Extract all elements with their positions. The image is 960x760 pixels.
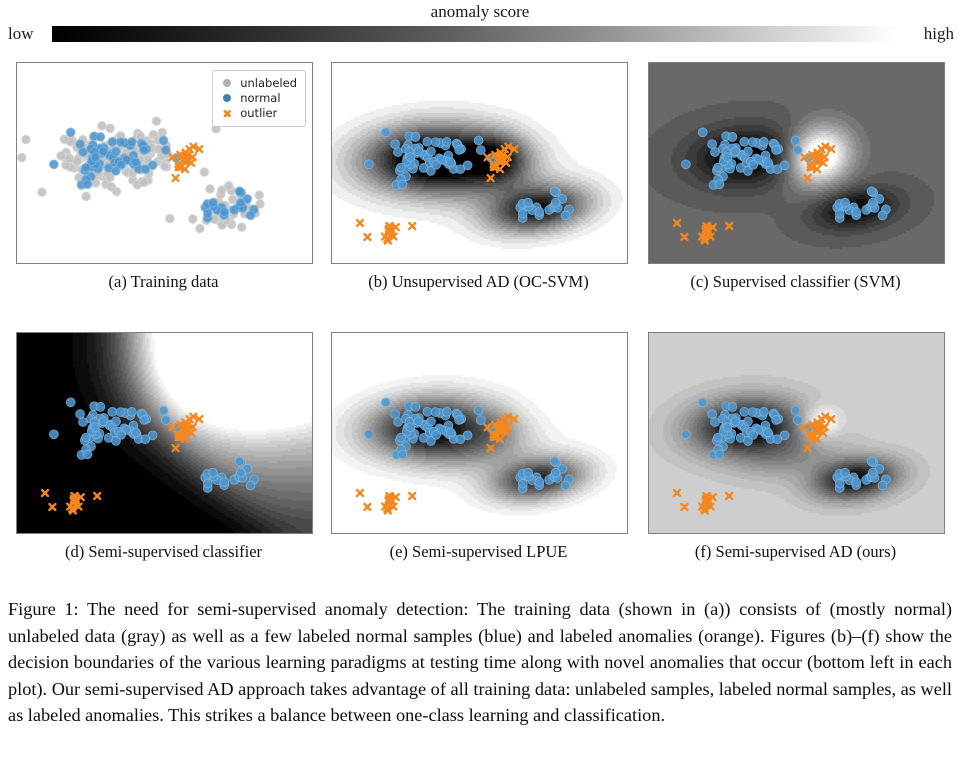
colorbar: anomaly score low high [0, 0, 960, 50]
legend: unlabeled normal ✖ outlier [212, 70, 306, 127]
panel-a-caption: (a) Training data [108, 272, 219, 291]
legend-circle-blue-icon [219, 91, 235, 106]
panel-e-scatter [355, 397, 574, 515]
legend-label-outlier: outlier [240, 106, 278, 120]
panel-f-semisupervised-ad-ours [648, 332, 945, 534]
figure-caption: Figure 1: The need for semi-supervised a… [8, 599, 952, 725]
panel-a-scatter [17, 116, 265, 234]
panel-d-scatter [40, 397, 259, 515]
legend-x-orange-icon: ✖ [222, 106, 233, 121]
colorbar-gradient [52, 26, 898, 42]
panel-c-caption: (c) Supervised classifier (SVM) [690, 272, 901, 291]
legend-circle-gray-icon [219, 76, 235, 91]
legend-item-unlabeled: unlabeled [219, 76, 297, 91]
legend-label-unlabeled: unlabeled [240, 76, 297, 90]
legend-item-normal: normal [219, 91, 297, 106]
colorbar-high-label: high [923, 24, 954, 43]
panel-d-caption: (d) Semi-supervised classifier [64, 542, 263, 561]
panel-c-supervised-classifier [648, 62, 945, 264]
panel-b-surface [332, 63, 627, 263]
panel-b-unsupervised-ad [331, 62, 628, 264]
panel-a-training-data: unlabeled normal ✖ outlier [16, 62, 313, 264]
legend-label-normal: normal [240, 91, 281, 105]
panel-f-caption: (f) Semi-supervised AD (ours) [694, 542, 897, 561]
panel-b-scatter [355, 127, 574, 245]
colorbar-low-label: low [8, 24, 34, 43]
panel-e-caption: (e) Semi-supervised LPUE [389, 542, 568, 561]
panel-d-semisupervised-classifier [16, 332, 313, 534]
panel-f-scatter [672, 397, 891, 515]
panel-b-caption: (b) Unsupervised AD (OC-SVM) [368, 272, 589, 291]
panel-c-scatter [672, 127, 891, 245]
panel-e-semisupervised-lpue [331, 332, 628, 534]
legend-item-outlier: ✖ outlier [219, 106, 297, 121]
colorbar-title: anomaly score [430, 2, 530, 21]
